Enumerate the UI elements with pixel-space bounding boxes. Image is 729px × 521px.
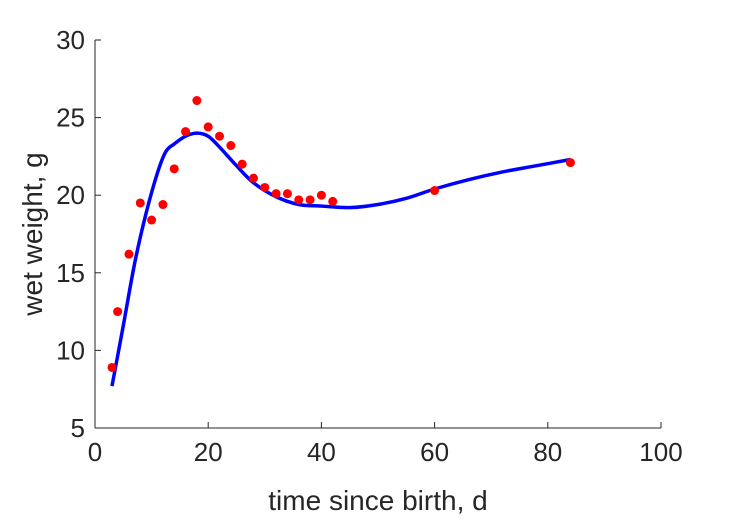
data-point [237,159,247,169]
data-point [158,200,168,210]
y-axis-title: wet weight, g [17,152,48,316]
data-point [215,131,225,141]
data-point [565,158,575,168]
data-point [430,186,440,196]
y-tick-label: 25 [56,103,85,133]
axes [94,40,661,429]
data-point [181,127,191,137]
data-point [169,164,179,174]
y-tick-label: 20 [56,180,85,210]
y-tick-label: 10 [56,335,85,365]
data-points-layer [107,96,575,372]
data-point [316,190,326,200]
data-point [113,307,123,317]
data-point [248,173,258,183]
data-point [135,198,145,208]
data-point [305,195,315,205]
data-point [328,196,338,206]
x-tick-label: 100 [639,437,682,467]
fit-curve-line [110,131,571,387]
data-point [294,195,304,205]
data-point [271,189,281,199]
data-point [260,182,270,192]
data-point [124,249,134,259]
y-tick-label: 5 [71,413,85,443]
data-point [203,122,213,132]
data-point [226,141,236,151]
fit-curve-layer [110,131,571,387]
x-tick-label: 60 [420,437,449,467]
data-point [192,96,202,106]
x-tick-label: 0 [88,437,102,467]
ticks: 0 20 40 60 80 100 5 10 15 20 25 30 [56,25,683,467]
x-tick-label: 80 [533,437,562,467]
x-axis-title: time since birth, d [268,485,487,516]
data-point [282,189,292,199]
data-point [107,362,117,372]
y-tick-label: 15 [56,258,85,288]
x-tick-label: 40 [307,437,336,467]
data-point [147,215,157,225]
y-tick-label: 30 [56,25,85,55]
x-tick-label: 20 [194,437,223,467]
